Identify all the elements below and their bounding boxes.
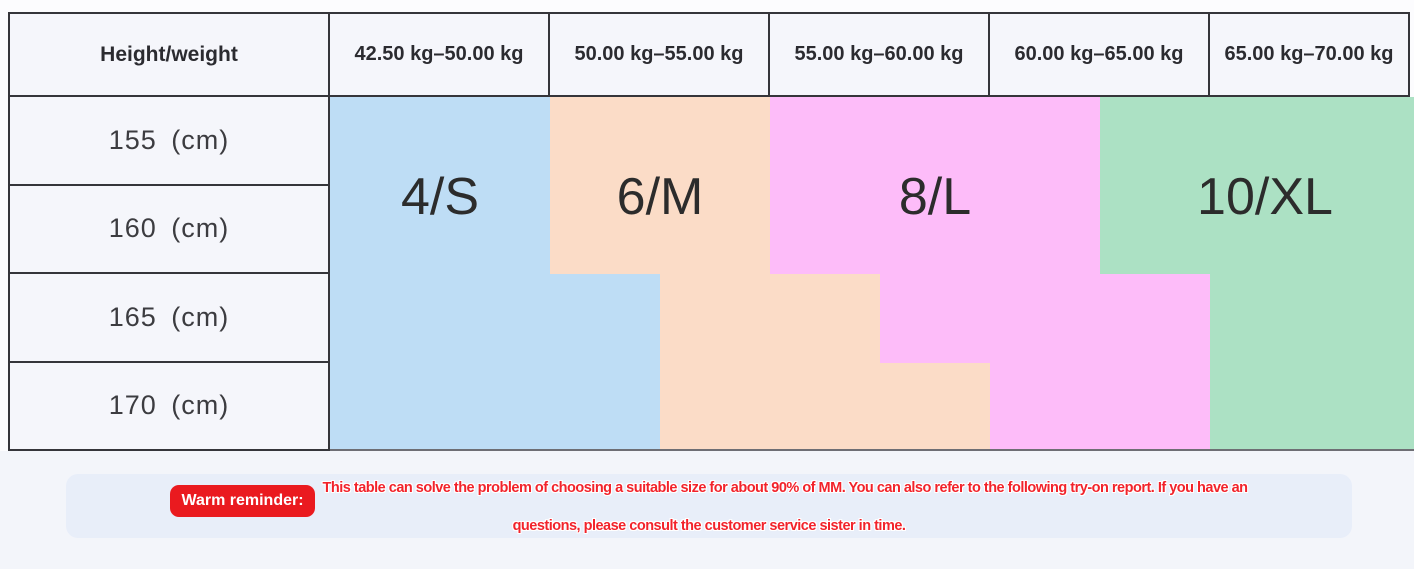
size-region-8l xyxy=(770,97,1100,274)
size-region-10xl xyxy=(1210,274,1414,451)
size-region-6m xyxy=(660,362,990,451)
weight-header-cell-5: 65.00 kg–70.00 kg xyxy=(1208,12,1410,97)
grid-bottom-line xyxy=(330,449,1414,451)
corner-header-cell: Height/weight xyxy=(100,42,238,66)
size-label-10xl: 10/XL xyxy=(1197,168,1333,226)
size-region-4s xyxy=(330,97,550,274)
warm-reminder-badge: Warm reminder: xyxy=(170,485,315,517)
size-region-8l xyxy=(880,274,1210,363)
size-label-8l: 8/L xyxy=(898,168,972,226)
size-region-4s xyxy=(330,274,660,451)
size-label-6m: 6/M xyxy=(616,168,704,226)
size-region-6m xyxy=(660,274,880,363)
height-column: Height/weight 155 (cm) 160 (cm) 165 (cm)… xyxy=(8,12,330,451)
reminder-box: Warm reminder: This table can solve the p… xyxy=(66,474,1352,538)
reminder-text: Warm reminder: This table can solve the p… xyxy=(66,474,1352,536)
reminder-message-line2: questions, please consult the customer s… xyxy=(512,518,906,534)
size-region-6m xyxy=(550,97,770,274)
size-region-10xl xyxy=(1100,97,1414,274)
reminder-message-line1: This table can solve the problem of choo… xyxy=(322,480,1249,496)
weight-header-cell-1: 42.50 kg–50.00 kg xyxy=(328,12,550,97)
size-grid: 4/S 6/M 8/L 10/XL xyxy=(330,97,1414,451)
size-region-8l xyxy=(990,362,1210,451)
weight-header-cell-2: 50.00 kg–55.00 kg xyxy=(548,12,770,97)
weight-header-cell-3: 55.00 kg–60.00 kg xyxy=(768,12,990,97)
height-row-165: 165 (cm) xyxy=(10,272,328,361)
weight-header-cell-4: 60.00 kg–65.00 kg xyxy=(988,12,1210,97)
height-row-160: 160 (cm) xyxy=(10,183,328,273)
height-row-170: 170 (cm) xyxy=(10,360,328,450)
size-label-4s: 4/S xyxy=(400,168,480,226)
height-row-155: 155 (cm) xyxy=(10,95,328,184)
